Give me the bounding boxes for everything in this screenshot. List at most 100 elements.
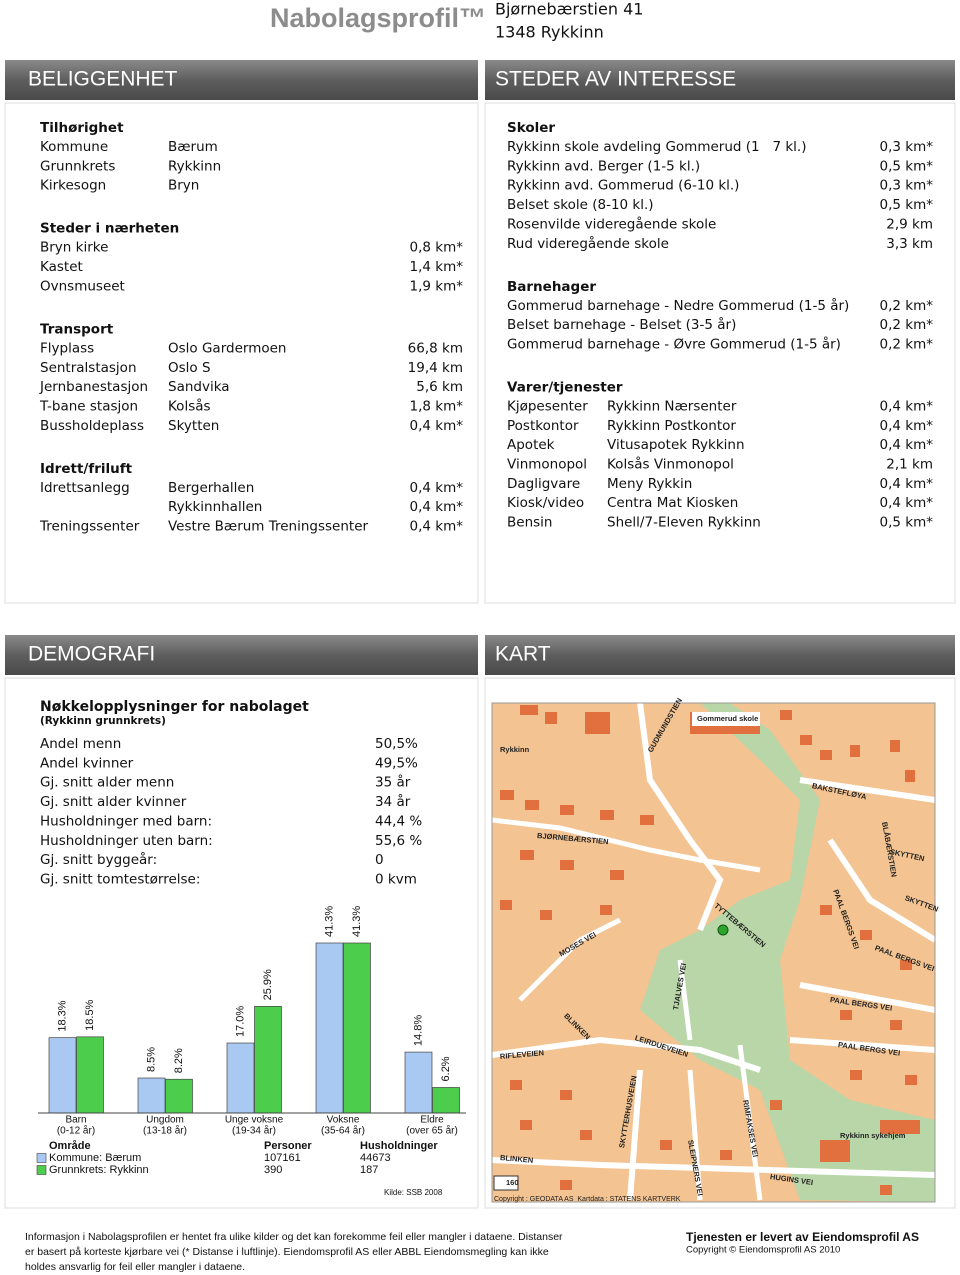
group-title: Tilhørighet (40, 120, 124, 136)
fact-value: 49,5% (375, 755, 418, 771)
row-distance: 0,5 km* (880, 158, 934, 174)
row-label: Belset skole (8-10 kl.) (507, 197, 654, 213)
group-title: Transport (40, 321, 114, 337)
bar (404, 1051, 433, 1114)
address: Bjørnebærstien 41 (495, 0, 643, 19)
value-label: 8.5% (145, 1047, 157, 1072)
row-distance: 0,4 km* (410, 519, 464, 535)
category-label: (over 65 år) (406, 1125, 458, 1137)
category-label: Barn (65, 1115, 86, 1126)
section-heading: BELIGGENHET (28, 68, 178, 91)
section-bar (5, 635, 478, 675)
category-label: Unge voksne (225, 1115, 284, 1126)
map-border (491, 702, 936, 1203)
legend-households: 44673 (360, 1152, 391, 1164)
row-distance: 0,3 km* (880, 178, 934, 194)
row-distance: 0,4 km* (880, 437, 934, 453)
row-distance: 0,4 km* (880, 418, 934, 434)
row-distance: 0,3 km* (880, 139, 934, 155)
map-label: Gommerud skole (697, 714, 758, 723)
row-distance: 66,8 km (408, 340, 463, 356)
legend-header: Husholdninger (360, 1140, 438, 1152)
value-label: 6.2% (440, 1056, 452, 1081)
panel (484, 102, 956, 604)
bar (226, 1042, 255, 1114)
map (492, 703, 935, 1202)
section-bar (485, 60, 955, 100)
section-bar (485, 635, 955, 675)
row-place: Kolsås (168, 397, 211, 414)
group-title: Varer/tjenester (507, 379, 623, 395)
fact-label: Andel menn (40, 736, 121, 752)
value-label: 25.9% (262, 969, 274, 1000)
fact-value: 50,5% (375, 736, 418, 752)
legend-swatch (36, 1165, 47, 1175)
row-label: Apotek (507, 437, 555, 453)
row-label: Rud videregående skole (507, 235, 669, 252)
row-label: Rykkinn skole avdeling Gommerud (1 7 kl.… (507, 139, 807, 155)
value-label: 8.2% (173, 1048, 185, 1073)
row-place: Rykkinn (168, 158, 221, 174)
row-place: Kolsås Vinmonopol (607, 456, 734, 473)
row-label: Flyplass (40, 340, 94, 356)
row-place: Sandvika (168, 379, 230, 395)
fact-label: Gj. snitt alder kvinner (40, 794, 187, 810)
category-label: (19-34 år) (232, 1125, 276, 1137)
row-place: Skytten (168, 418, 219, 434)
category-label: Ungdom (146, 1115, 184, 1126)
value-label: 41.3% (351, 906, 363, 937)
row-label: Kjøpesenter (507, 398, 588, 414)
row-label: Jernbanestasjon (39, 379, 148, 395)
row-label: Kastet (40, 259, 83, 275)
bar (76, 1036, 104, 1114)
legend-header: Personer (264, 1140, 312, 1152)
row-label: Belset barnehage - Belset (3-5 år) (507, 316, 736, 333)
group-title: Skoler (507, 120, 555, 136)
bar (254, 1006, 282, 1114)
row-distance: 0,8 km* (410, 240, 464, 256)
row-distance: 0,4 km* (410, 480, 464, 496)
row-label: Gommerud barnehage - Nedre Gommerud (1-5… (507, 297, 849, 314)
row-label: Kirkesogn (40, 178, 106, 194)
row-place: Oslo Gardermoen (168, 340, 286, 356)
row-distance: 1,9 km* (410, 278, 464, 294)
row-distance: 0,4 km* (880, 495, 934, 511)
row-distance: 0,4 km* (880, 476, 934, 492)
value-label: 17.0% (234, 1006, 246, 1037)
row-place: Bryn (168, 178, 199, 194)
panel (4, 677, 479, 1209)
fact-value: 0 (375, 852, 384, 868)
row-place: Centra Mat Kiosken (607, 495, 738, 511)
category-label: (35-64 år) (321, 1125, 365, 1137)
value-label: 41.3% (323, 906, 335, 937)
row-label: Grunnkrets (40, 158, 115, 174)
row-place: Bergerhallen (168, 480, 254, 496)
row-distance: 5,6 km (416, 379, 463, 395)
row-label: Bensin (507, 515, 552, 531)
value-label: 18.3% (56, 1000, 68, 1031)
bar (165, 1078, 193, 1114)
footer-text: Informasjon i Nabolagsprofilen er hentet… (25, 1231, 563, 1243)
row-label: Dagligvare (507, 476, 580, 492)
legend-swatch (36, 1153, 47, 1163)
row-label: Rosenvilde videregående skole (507, 215, 716, 232)
row-label: Idrettsanlegg (40, 480, 130, 496)
fact-value: 44,4 % (375, 813, 422, 829)
row-label: Ovnsmuseet (40, 278, 125, 294)
row-label: Treningssenter (39, 519, 140, 535)
row-distance: 0,2 km* (880, 336, 934, 352)
bar (432, 1087, 460, 1114)
row-distance: 1,8 km* (410, 398, 464, 414)
footer-provider: Tjenesten er levert av Eiendomsprofil AS (686, 1230, 919, 1244)
row-place: Bærum (168, 139, 218, 155)
fact-label: Husholdninger uten barn: (40, 833, 213, 849)
legend-persons: 107161 (264, 1152, 301, 1164)
row-label: Rykkinn avd. Gommerud (6-10 kl.) (507, 178, 739, 194)
row-distance: 0,5 km* (880, 515, 934, 531)
row-place: Meny Rykkin (607, 476, 692, 492)
legend-households: 187 (360, 1164, 378, 1176)
row-label: Bussholdeplass (40, 418, 144, 434)
panel (4, 102, 479, 604)
row-place: Vitusapotek Rykkinn (607, 437, 745, 453)
